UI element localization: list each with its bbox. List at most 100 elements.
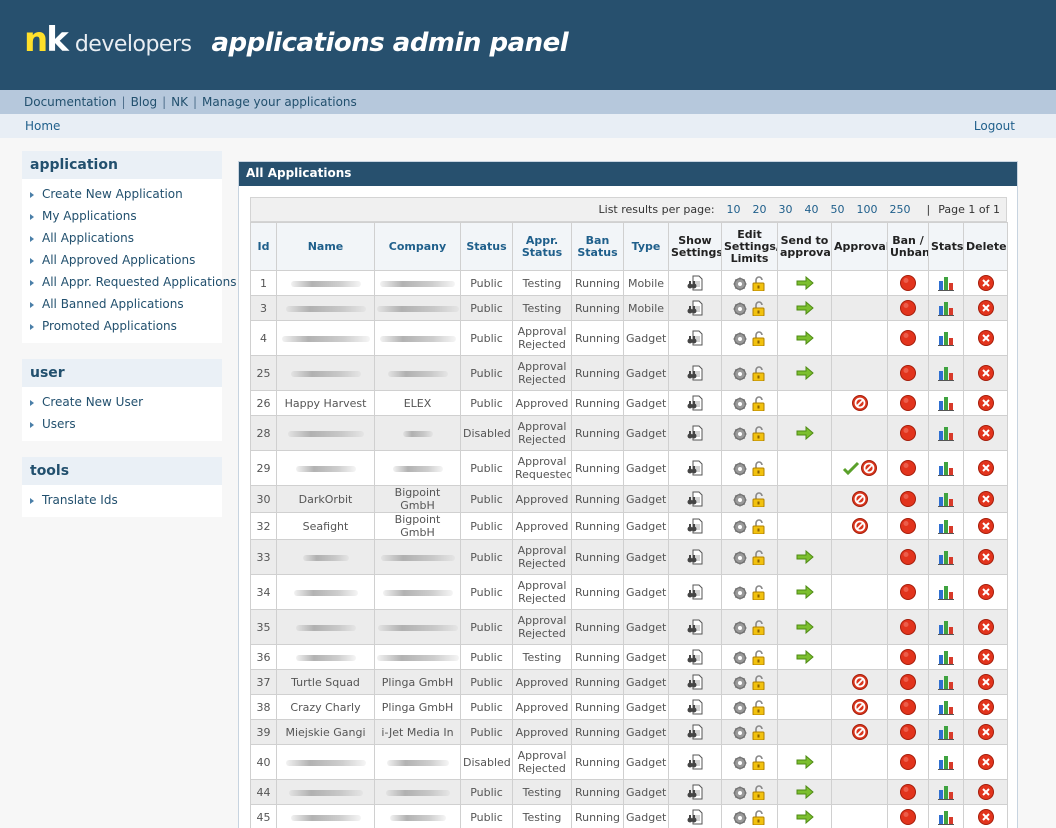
green-arrow-icon[interactable]: [796, 810, 814, 824]
red-circle-icon[interactable]: [899, 548, 917, 566]
bar-chart-icon[interactable]: [937, 425, 955, 441]
gear-lock-icon[interactable]: [732, 584, 768, 600]
gear-lock-icon[interactable]: [732, 549, 768, 565]
binoculars-document-icon[interactable]: [686, 460, 704, 476]
binoculars-document-icon[interactable]: [686, 425, 704, 441]
bar-chart-icon[interactable]: [937, 549, 955, 565]
green-arrow-icon[interactable]: [796, 755, 814, 769]
red-x-icon[interactable]: [977, 459, 995, 477]
gear-lock-icon[interactable]: [732, 395, 768, 411]
bar-chart-icon[interactable]: [937, 649, 955, 665]
column-header[interactable]: Type: [623, 222, 669, 271]
sidebar-item[interactable]: All Appr. Requested Applications: [22, 271, 236, 293]
binoculars-document-icon[interactable]: [686, 275, 704, 291]
green-arrow-icon[interactable]: [796, 650, 814, 664]
red-x-icon[interactable]: [977, 424, 995, 442]
red-no-icon[interactable]: [851, 490, 869, 508]
red-x-icon[interactable]: [977, 723, 995, 741]
gear-lock-icon[interactable]: [732, 275, 768, 291]
binoculars-document-icon[interactable]: [686, 365, 704, 381]
column-header[interactable]: Company: [374, 222, 461, 271]
red-no-icon[interactable]: [851, 698, 869, 716]
sidebar-item[interactable]: All Banned Applications: [22, 293, 222, 315]
gear-lock-icon[interactable]: [732, 754, 768, 770]
sidebar-item[interactable]: Create New Application: [22, 183, 222, 205]
gear-lock-icon[interactable]: [732, 460, 768, 476]
link-documentation[interactable]: Documentation: [24, 95, 117, 109]
gear-lock-icon[interactable]: [732, 619, 768, 635]
bar-chart-icon[interactable]: [937, 809, 955, 825]
bar-chart-icon[interactable]: [937, 784, 955, 800]
bar-chart-icon[interactable]: [937, 300, 955, 316]
sidebar-item[interactable]: All Approved Applications: [22, 249, 222, 271]
red-x-icon[interactable]: [977, 329, 995, 347]
red-x-icon[interactable]: [977, 583, 995, 601]
logout-link[interactable]: Logout: [973, 119, 1015, 133]
logo[interactable]: nk developers applications admin panel: [24, 22, 569, 62]
red-circle-icon[interactable]: [899, 364, 917, 382]
green-arrow-icon[interactable]: [796, 276, 814, 290]
red-no-icon[interactable]: [851, 673, 869, 691]
gear-lock-icon[interactable]: [732, 724, 768, 740]
bar-chart-icon[interactable]: [937, 275, 955, 291]
red-x-icon[interactable]: [977, 394, 995, 412]
binoculars-document-icon[interactable]: [686, 649, 704, 665]
red-circle-icon[interactable]: [899, 424, 917, 442]
gear-lock-icon[interactable]: [732, 300, 768, 316]
pager-option[interactable]: 10: [726, 203, 741, 216]
green-arrow-icon[interactable]: [796, 366, 814, 380]
binoculars-document-icon[interactable]: [686, 809, 704, 825]
bar-chart-icon[interactable]: [937, 460, 955, 476]
binoculars-document-icon[interactable]: [686, 584, 704, 600]
sidebar-item[interactable]: Create New User: [22, 391, 222, 413]
red-x-icon[interactable]: [977, 618, 995, 636]
bar-chart-icon[interactable]: [937, 365, 955, 381]
binoculars-document-icon[interactable]: [686, 619, 704, 635]
gear-lock-icon[interactable]: [732, 699, 768, 715]
link-nk[interactable]: NK: [171, 95, 188, 109]
binoculars-document-icon[interactable]: [686, 300, 704, 316]
red-circle-icon[interactable]: [899, 753, 917, 771]
red-x-icon[interactable]: [977, 783, 995, 801]
pager-option[interactable]: 250: [889, 203, 911, 216]
binoculars-document-icon[interactable]: [686, 784, 704, 800]
bar-chart-icon[interactable]: [937, 724, 955, 740]
bar-chart-icon[interactable]: [937, 518, 955, 534]
red-circle-icon[interactable]: [899, 723, 917, 741]
gear-lock-icon[interactable]: [732, 365, 768, 381]
binoculars-document-icon[interactable]: [686, 699, 704, 715]
sidebar-item[interactable]: My Applications: [22, 205, 222, 227]
red-circle-icon[interactable]: [899, 698, 917, 716]
red-no-icon[interactable]: [851, 517, 869, 535]
pager-option[interactable]: 20: [752, 203, 767, 216]
link-blog[interactable]: Blog: [130, 95, 158, 109]
red-circle-icon[interactable]: [899, 618, 917, 636]
red-circle-icon[interactable]: [899, 583, 917, 601]
binoculars-document-icon[interactable]: [686, 724, 704, 740]
red-circle-icon[interactable]: [899, 783, 917, 801]
binoculars-document-icon[interactable]: [686, 674, 704, 690]
pager-option[interactable]: 40: [804, 203, 819, 216]
bar-chart-icon[interactable]: [937, 330, 955, 346]
red-x-icon[interactable]: [977, 753, 995, 771]
green-arrow-icon[interactable]: [796, 620, 814, 634]
red-circle-icon[interactable]: [899, 299, 917, 317]
gear-lock-icon[interactable]: [732, 784, 768, 800]
binoculars-document-icon[interactable]: [686, 754, 704, 770]
binoculars-document-icon[interactable]: [686, 395, 704, 411]
red-circle-icon[interactable]: [899, 648, 917, 666]
red-no-icon[interactable]: [851, 394, 869, 412]
gear-lock-icon[interactable]: [732, 491, 768, 507]
red-circle-icon[interactable]: [899, 394, 917, 412]
gear-lock-icon[interactable]: [732, 809, 768, 825]
red-x-icon[interactable]: [977, 517, 995, 535]
column-header[interactable]: Id: [250, 222, 277, 271]
red-x-icon[interactable]: [977, 299, 995, 317]
binoculars-document-icon[interactable]: [686, 549, 704, 565]
green-arrow-icon[interactable]: [796, 550, 814, 564]
gear-lock-icon[interactable]: [732, 649, 768, 665]
red-x-icon[interactable]: [977, 490, 995, 508]
pager-option[interactable]: 50: [830, 203, 845, 216]
bar-chart-icon[interactable]: [937, 674, 955, 690]
sidebar-item[interactable]: Translate Ids: [22, 489, 222, 511]
